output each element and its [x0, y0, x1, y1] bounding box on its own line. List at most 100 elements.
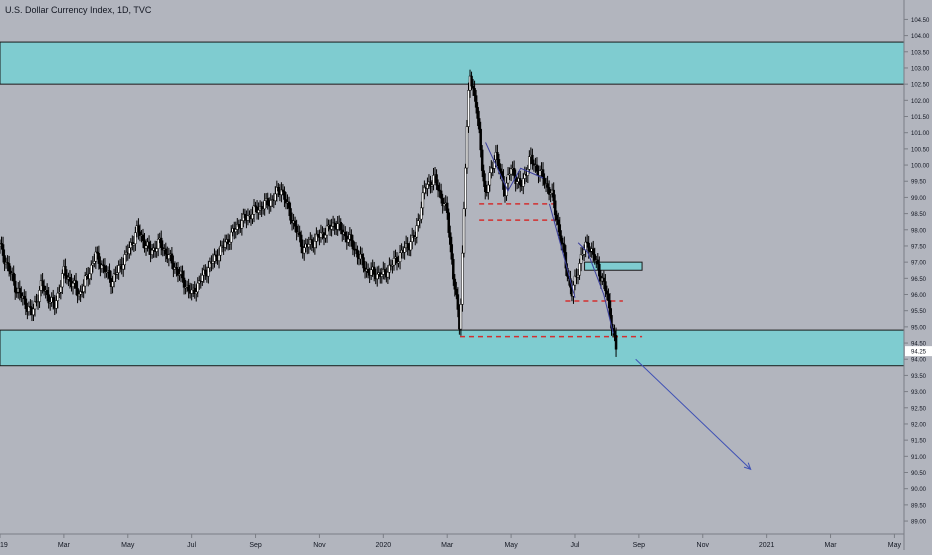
candle-body [528, 156, 531, 170]
candle-body [41, 280, 44, 287]
candle-body [211, 261, 215, 264]
candle-body [392, 258, 396, 266]
candle-body [593, 254, 597, 261]
candle-body [553, 200, 557, 216]
candle-body [546, 183, 549, 188]
y-tick-label: 98.50 [911, 212, 927, 218]
x-tick-label: Sep [249, 542, 262, 549]
candle-body [307, 244, 311, 248]
candle-body [482, 170, 485, 182]
y-tick-label: 102.00 [911, 99, 930, 105]
candle-body [421, 192, 425, 209]
chart-title: U.S. Dollar Currency Index, 1D, TVC [5, 5, 152, 15]
candle-body [45, 289, 49, 295]
candle-body [535, 164, 539, 172]
candle-body [156, 238, 160, 249]
candle-body [347, 238, 350, 243]
candle-body [7, 263, 11, 272]
trend-layer [485, 142, 614, 334]
candle-body [445, 202, 449, 213]
candle-body [354, 248, 358, 251]
x-tick-label: Mar [824, 542, 837, 549]
zones-layer [0, 41, 905, 367]
candle-body [175, 267, 178, 270]
candle-body [159, 237, 163, 248]
candle-body [121, 264, 125, 270]
x-tick-label: 2019 [0, 542, 8, 549]
candle-body [178, 274, 181, 276]
y-tick-label: 96.50 [911, 277, 927, 283]
candle-body [386, 272, 390, 278]
candle-body [96, 251, 99, 254]
candle-body [56, 292, 60, 301]
current-price-marker: 94.25 [905, 346, 932, 357]
candle-body [20, 292, 23, 299]
candle-body [602, 277, 606, 282]
candle-body [614, 335, 618, 350]
candle-body [547, 187, 551, 195]
candle-body [496, 152, 499, 160]
candle-body [74, 280, 78, 289]
candle-body [604, 281, 607, 292]
candle-body [582, 249, 586, 255]
candle-body [263, 200, 266, 210]
candle-body [591, 248, 595, 255]
candle-body [97, 253, 101, 264]
candle-body [100, 264, 104, 269]
x-tick-label: Mar [441, 542, 454, 549]
candle-body [293, 220, 297, 227]
x-tick-label: May [121, 542, 135, 549]
candle-body [284, 199, 288, 204]
candle-body [201, 274, 204, 282]
x-axis: 2019 Mar May Jul Sep Nov 2020 Mar May Jul Sep Nov 20… [0, 534, 902, 549]
candle-body [380, 274, 384, 277]
candle-body [462, 208, 466, 254]
candle-body [541, 169, 545, 179]
candle-body [240, 220, 244, 229]
candle-body [38, 290, 41, 302]
candle-body [406, 243, 409, 248]
candle-body [523, 174, 527, 179]
candle-body [219, 245, 222, 256]
candle-body [226, 239, 230, 245]
candle-body [64, 266, 67, 276]
candle-body [102, 264, 105, 267]
candle-body [12, 272, 15, 282]
candle-body [252, 205, 256, 215]
candle-body [280, 189, 283, 196]
candle-body [48, 301, 52, 304]
y-tick-label: 93.00 [911, 390, 927, 396]
candle-body [461, 252, 464, 305]
candle-body [261, 208, 265, 211]
projection-arrow-head [743, 462, 752, 471]
candle-body [506, 174, 510, 184]
candle-body [128, 247, 131, 254]
candle-body [77, 293, 81, 297]
candle-body [29, 306, 32, 308]
y-tick-label: 102.50 [911, 83, 930, 89]
candle-body [134, 232, 137, 244]
candle-body [213, 254, 216, 262]
candle-body [369, 269, 373, 276]
y-tick-label: 100.50 [911, 147, 930, 153]
current-price-box [905, 346, 932, 357]
candle-body [277, 186, 280, 192]
candle-body [563, 243, 566, 253]
candle-body [473, 88, 476, 96]
candle-body [581, 254, 584, 256]
y-tick-label: 95.50 [911, 309, 927, 315]
candle-body [208, 261, 212, 269]
y-tick-label: 91.50 [911, 439, 927, 445]
candle-body [578, 263, 581, 276]
candle-body [538, 170, 542, 176]
candle-body [487, 184, 490, 193]
current-price-label: 94.25 [911, 350, 927, 356]
candle-body [132, 243, 136, 246]
candle-body [483, 180, 487, 192]
arrow-layer [635, 358, 752, 471]
candle-body [143, 240, 146, 249]
candle-body [613, 330, 616, 336]
